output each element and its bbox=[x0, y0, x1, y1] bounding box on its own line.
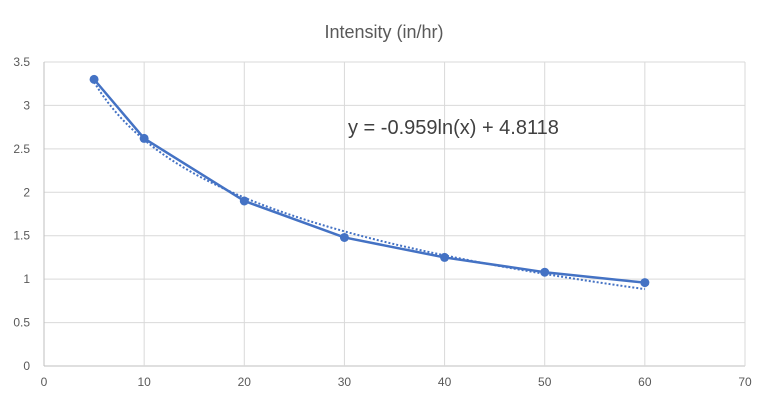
x-tick-label-7: 70 bbox=[738, 375, 752, 389]
series-group bbox=[89, 74, 650, 288]
x-tick-label-6: 60 bbox=[638, 375, 652, 389]
series-line-0 bbox=[93, 78, 645, 284]
x-tick-label-5: 50 bbox=[538, 375, 552, 389]
y-tick-label-0: 0 bbox=[23, 359, 30, 373]
data-point-2[interactable] bbox=[239, 196, 249, 206]
data-point-6[interactable] bbox=[640, 278, 650, 288]
x-axis-ticks: 0 10 20 30 40 50 60 70 bbox=[41, 375, 752, 389]
y-tick-label-3: 1.5 bbox=[13, 229, 30, 243]
data-point-0[interactable] bbox=[89, 74, 99, 84]
data-point-1[interactable] bbox=[139, 133, 149, 143]
chart-title: Intensity (in/hr) bbox=[324, 22, 443, 42]
gridlines bbox=[43, 61, 746, 367]
y-tick-label-7: 3.5 bbox=[13, 55, 30, 69]
data-point-5[interactable] bbox=[540, 267, 550, 277]
y-tick-label-5: 2.5 bbox=[13, 142, 30, 156]
x-tick-label-3: 30 bbox=[338, 375, 352, 389]
y-tick-label-1: 0.5 bbox=[13, 316, 30, 330]
y-tick-label-4: 2 bbox=[23, 185, 30, 199]
trendline-equation: y = -0.959ln(x) + 4.8118 bbox=[348, 117, 559, 139]
data-point-4[interactable] bbox=[440, 252, 450, 262]
y-tick-label-6: 3 bbox=[23, 98, 30, 112]
y-axis-ticks: 0 0.5 1 1.5 2 2.5 3 3.5 bbox=[13, 55, 30, 373]
x-tick-label-4: 40 bbox=[438, 375, 452, 389]
x-tick-label-2: 20 bbox=[238, 375, 252, 389]
x-tick-label-1: 10 bbox=[137, 375, 151, 389]
trendline-group bbox=[93, 81, 645, 291]
data-point-3[interactable] bbox=[339, 232, 349, 242]
x-tick-label-0: 0 bbox=[41, 375, 48, 389]
y-tick-label-2: 1 bbox=[23, 272, 30, 286]
trendline bbox=[93, 81, 645, 291]
